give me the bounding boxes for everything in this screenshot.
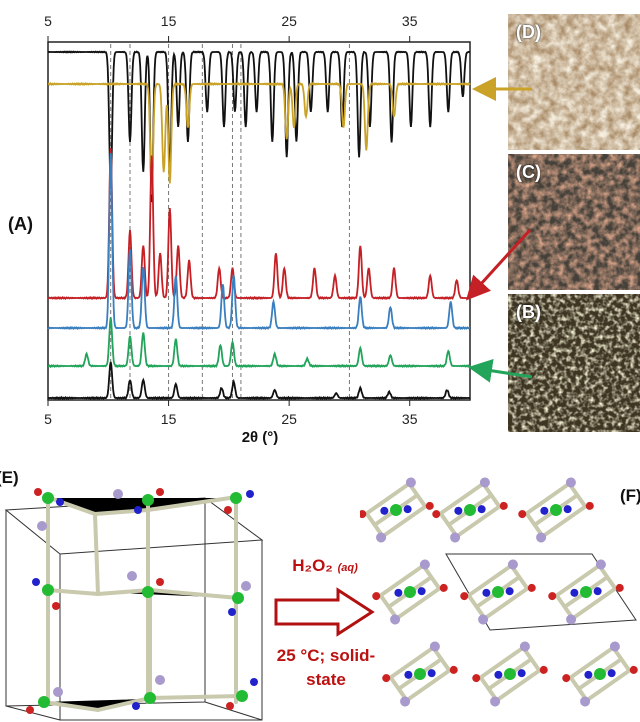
panel-label-c: (C): [516, 162, 541, 182]
panel-label-d: (D): [516, 22, 541, 42]
molecular-unit: [360, 477, 434, 543]
molecular-unit: [460, 559, 536, 625]
pxrd-trace-1: [47, 50, 470, 203]
pxrd-chart: 5 5 15 15 25 25 35 35 2θ (°): [44, 13, 471, 446]
pxrd-traces: [47, 50, 471, 401]
molecular-unit: [518, 477, 594, 543]
photo-c: (C): [508, 154, 640, 290]
reagent-phase: (aq): [337, 562, 358, 574]
photo-d: (D): [508, 14, 640, 150]
x-tick-label: 35: [402, 13, 418, 29]
x-tick-label: 35: [402, 411, 418, 427]
x-tick-label: 25: [281, 411, 297, 427]
x-tick-label: 15: [161, 411, 177, 427]
crystal-photo-d: [508, 14, 640, 150]
panel-label-f: (F): [620, 486, 640, 505]
molecular-unit: [562, 641, 638, 707]
condition-line-2: state: [306, 670, 346, 689]
x-tick-label: 5: [44, 411, 52, 427]
ligand-bonds: [42, 496, 244, 713]
molecular-units: [360, 477, 638, 707]
pxrd-trace-5: [47, 317, 471, 369]
reaction-conditions: 25 °C; solid- state: [256, 644, 396, 692]
reaction-arrow: [274, 587, 375, 637]
arrow-c-to-red: [465, 228, 532, 301]
x-tick-label: 25: [281, 13, 297, 29]
metal-centers: [38, 492, 248, 708]
pxrd-trace-4: [47, 153, 471, 331]
arrow-b-to-green: [468, 358, 533, 383]
molecular-unit: [472, 641, 548, 707]
molecular-unit: [548, 559, 624, 625]
photo-arrows: [465, 77, 533, 383]
molecular-unit: [372, 559, 448, 625]
crystal-photo-b: [508, 294, 640, 432]
photo-b: (B): [508, 294, 640, 432]
heteroatoms: [26, 488, 258, 714]
pxrd-trace-3: [47, 147, 471, 301]
crystal-photo-c: [508, 154, 640, 290]
molecular-unit: [432, 477, 508, 543]
pxrd-trace-2: [47, 81, 471, 195]
panel-label-a: (A): [8, 214, 33, 234]
reaction-reagent: H₂O₂ (aq): [262, 556, 388, 576]
crystal-structure-f: [360, 477, 638, 707]
molecular-unit: [382, 641, 458, 707]
pxrd-trace-6: [47, 361, 471, 401]
x-axis-label: 2θ (°): [242, 429, 279, 446]
crystal-structure-e: [4, 488, 264, 721]
x-tick-label: 5: [44, 13, 52, 29]
axis-ticks: 5 5 15 15 25 25 35 35: [44, 13, 418, 427]
reagent-formula: H₂O₂: [292, 556, 333, 575]
panel-label-b: (B): [516, 302, 541, 322]
panel-label-e: (E): [0, 468, 19, 487]
unit-cell-box: [4, 497, 264, 721]
chart-frame: [47, 41, 471, 401]
x-tick-label: 15: [161, 13, 177, 29]
condition-line-1: 25 °C; solid-: [276, 646, 376, 665]
